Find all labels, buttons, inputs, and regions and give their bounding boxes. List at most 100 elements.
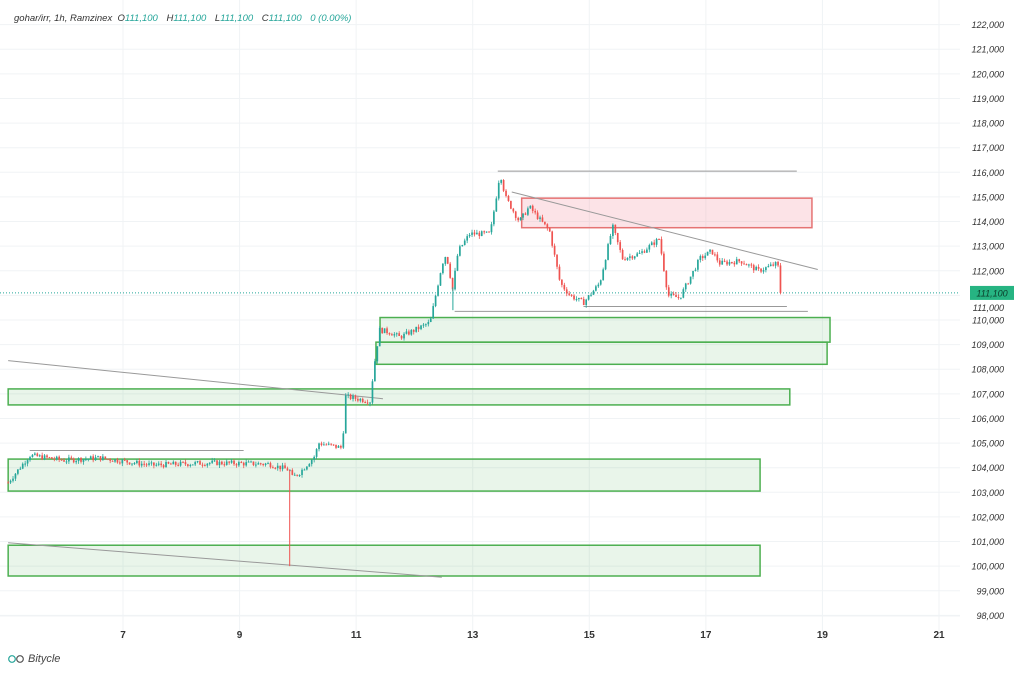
price-tick-label: 110,000 <box>972 316 1004 326</box>
candle-body <box>267 463 269 465</box>
candle-body <box>745 264 748 266</box>
candle-body <box>587 295 590 300</box>
brand: Bitycle <box>8 653 60 665</box>
candle-body <box>201 464 204 466</box>
candle-body <box>495 198 498 212</box>
candle-body <box>357 398 359 401</box>
candle-body <box>738 259 741 262</box>
candle-body <box>26 460 29 464</box>
candle-body <box>313 456 316 460</box>
candle-body <box>259 463 262 465</box>
candle-body <box>665 270 668 288</box>
candle-body <box>417 326 420 330</box>
candle-body <box>706 251 709 256</box>
candle-body <box>242 462 245 466</box>
candle-body <box>524 213 527 215</box>
price-tick-label: 116,000 <box>972 168 1004 178</box>
candle-body <box>364 402 367 404</box>
candle-body <box>534 210 537 213</box>
candle-body <box>757 266 760 269</box>
time-tick-label: 7 <box>120 630 126 641</box>
high-value: 111,100 <box>173 13 207 24</box>
candle-body <box>493 211 495 225</box>
candle-body <box>247 461 250 463</box>
candle-body <box>128 462 131 465</box>
candle-body <box>658 239 660 241</box>
candle-body <box>269 463 272 468</box>
candle-body <box>456 255 459 271</box>
candle-body <box>145 464 148 466</box>
candle-body <box>126 460 129 463</box>
candle-body <box>264 463 267 465</box>
candle-body <box>179 461 182 466</box>
candle-body <box>291 470 294 475</box>
candle-body <box>43 455 46 460</box>
candle-body <box>196 461 199 463</box>
candle-body <box>148 463 150 465</box>
candle-body <box>162 465 165 468</box>
candle-body <box>619 242 622 250</box>
candle-body <box>429 318 432 323</box>
low-label: L <box>214 13 221 24</box>
candle-body <box>629 256 631 258</box>
candle-body <box>38 455 41 457</box>
candle-body <box>531 205 534 211</box>
candle-body <box>340 445 342 448</box>
candle-body <box>46 455 48 458</box>
candle-body <box>391 334 393 336</box>
candle-body <box>565 289 568 294</box>
candle-body <box>471 232 473 235</box>
candles <box>7 179 782 567</box>
candle-body <box>718 260 721 265</box>
price-tick-label: 106,000 <box>971 414 1004 424</box>
time-axis[interactable]: 7 9 11 13 15 17 19 21 <box>120 630 945 641</box>
candle-body <box>473 232 476 235</box>
candle-body <box>468 234 471 237</box>
candle-body <box>216 460 218 466</box>
candle-body <box>65 461 68 463</box>
candle-body <box>60 459 63 461</box>
candle-body <box>335 444 337 448</box>
last-price-label: 111,100 <box>976 288 1007 298</box>
price-tick-label: 118,000 <box>972 119 1004 129</box>
candle-body <box>213 460 216 462</box>
price-tick-label: 120,000 <box>971 69 1004 79</box>
candle-body <box>235 464 238 466</box>
candle-body <box>726 261 728 265</box>
candle-body <box>9 480 12 483</box>
candle-body <box>774 261 777 266</box>
candle-body <box>570 294 573 296</box>
candle-body <box>187 464 189 466</box>
candle-body <box>529 205 532 209</box>
candle-body <box>230 460 233 463</box>
candle-body <box>485 231 488 233</box>
candle-body <box>561 279 563 285</box>
candle-body <box>762 270 765 272</box>
candle-body <box>769 264 772 267</box>
candle-body <box>626 257 629 260</box>
low-value: 111,100 <box>220 13 254 24</box>
candle-body <box>580 297 583 300</box>
candle-body <box>133 463 136 465</box>
candle-body <box>121 459 124 464</box>
change-value: 0 (0.00%) <box>310 13 352 24</box>
candle-body <box>298 475 301 477</box>
candle-body <box>609 236 612 245</box>
candle-body <box>405 331 408 334</box>
candle-body <box>641 251 643 253</box>
candle-body <box>85 459 87 461</box>
price-axis[interactable]: 98,000 99,000 100,000 101,000 102,000 103,000… <box>970 20 1014 621</box>
candle-body <box>276 465 279 469</box>
candle-body <box>432 306 435 319</box>
candle-body <box>616 232 619 243</box>
candle-body <box>320 443 323 446</box>
candle-body <box>70 457 73 459</box>
candle-body <box>767 266 770 268</box>
candle-body <box>750 264 753 266</box>
candle-body <box>735 259 738 265</box>
candle-body <box>111 460 114 462</box>
candle-body <box>206 463 209 466</box>
candle-body <box>349 394 352 399</box>
candle-body <box>337 445 340 448</box>
